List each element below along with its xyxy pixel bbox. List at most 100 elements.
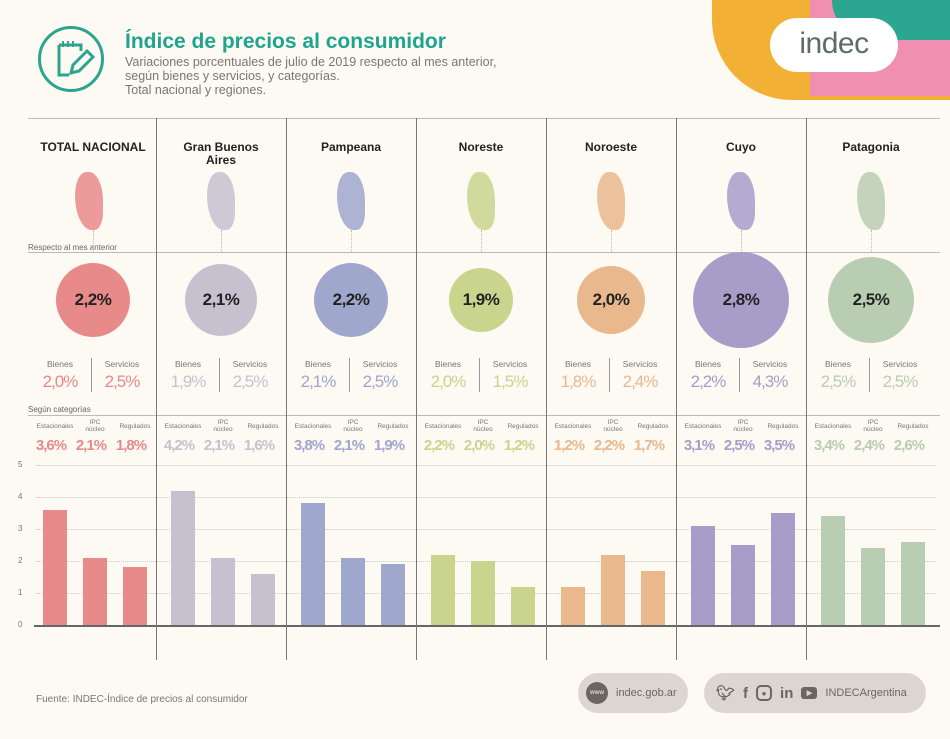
category-value: 2,1% xyxy=(333,437,365,454)
category-label: Estacionales xyxy=(684,423,722,430)
x-axis xyxy=(34,625,940,627)
category-value: 2,4% xyxy=(853,437,885,454)
twitter-icon[interactable]: 🐦︎ xyxy=(716,685,736,702)
bienes-label: Bienes xyxy=(47,359,73,369)
category-value: 3,5% xyxy=(763,437,795,454)
column-divider xyxy=(286,118,287,660)
gridline xyxy=(36,529,936,530)
region-map-icon xyxy=(75,172,103,230)
servicios-label: Servicios xyxy=(362,359,398,369)
servicios-value: 2,5% xyxy=(882,372,919,391)
region-name: Noreste xyxy=(458,140,504,154)
category-value: 2,2% xyxy=(423,437,455,454)
region-name: TOTAL NACIONAL xyxy=(40,140,146,154)
category-label: IPC núcleo xyxy=(213,419,233,433)
bienes-value: 2,0% xyxy=(42,372,79,391)
bar-ipc_nucleo xyxy=(601,554,625,625)
youtube-icon[interactable]: ▶ xyxy=(801,687,818,699)
bienes-servicios-divider xyxy=(609,358,610,392)
category-label: Regulados xyxy=(637,423,669,430)
category-label: Estacionales xyxy=(294,423,332,430)
total-circle: 1,9% xyxy=(449,268,513,332)
website-link[interactable]: www indec.gob.ar xyxy=(578,673,688,713)
bar-ipc_nucleo xyxy=(471,561,495,625)
bienes-label: Bienes xyxy=(825,359,851,369)
category-label: IPC núcleo xyxy=(603,419,623,433)
category-value: 1,8% xyxy=(115,437,147,454)
category-value: 1,7% xyxy=(633,437,665,454)
subtitle-line: Variaciones porcentuales de julio de 201… xyxy=(125,55,497,69)
servicios-label: Servicios xyxy=(882,359,918,369)
category-label: IPC núcleo xyxy=(473,419,493,433)
linkedin-icon[interactable]: in xyxy=(780,684,794,702)
page-title: Índice de precios al consumidor xyxy=(125,30,446,53)
connector xyxy=(871,230,872,252)
bar-estacionales xyxy=(171,490,195,625)
segun-categorias-label: Según categorías xyxy=(28,405,91,414)
connector xyxy=(351,230,352,252)
column-divider xyxy=(416,118,417,660)
bar-regulados xyxy=(381,564,405,625)
region-map-icon xyxy=(727,172,755,230)
bienes-value: 2,1% xyxy=(300,372,337,391)
bar-ipc_nucleo xyxy=(83,557,107,625)
category-label: Estacionales xyxy=(554,423,592,430)
category-value: 1,6% xyxy=(243,437,275,454)
instagram-icon[interactable]: ● xyxy=(756,685,773,701)
category-value: 1,2% xyxy=(553,437,585,454)
bienes-value: 2,5% xyxy=(820,372,857,391)
bienes-label: Bienes xyxy=(565,359,591,369)
servicios-label: Servicios xyxy=(232,359,268,369)
category-label: IPC núcleo xyxy=(85,419,105,433)
indec-logo: indec xyxy=(770,18,898,72)
servicios-value: 2,5% xyxy=(232,372,269,391)
y-tick-label: 1 xyxy=(18,588,23,597)
connector xyxy=(741,230,742,252)
region-map-icon xyxy=(337,172,365,230)
bar-estacionales xyxy=(691,525,715,625)
y-tick-label: 0 xyxy=(18,620,23,629)
total-circle: 2,2% xyxy=(56,263,130,337)
category-value: 4,2% xyxy=(163,437,195,454)
category-value: 2,1% xyxy=(203,437,235,454)
source-note: Fuente: INDEC-Índice de precios al consu… xyxy=(36,694,248,705)
y-tick-label: 3 xyxy=(18,524,23,533)
servicios-label: Servicios xyxy=(492,359,528,369)
bar-ipc_nucleo xyxy=(211,557,235,625)
category-label: Estacionales xyxy=(814,423,852,430)
servicios-label: Servicios xyxy=(752,359,788,369)
total-circle: 2,8% xyxy=(693,252,789,348)
bar-regulados xyxy=(123,567,147,625)
social-links[interactable]: 🐦︎ f ● in ▶ INDECArgentina xyxy=(704,673,926,713)
bar-ipc_nucleo xyxy=(861,548,885,625)
region-map-icon xyxy=(207,172,235,230)
connector xyxy=(93,230,94,252)
servicios-value: 2,5% xyxy=(362,372,399,391)
globe-icon: www xyxy=(586,682,608,704)
facebook-icon[interactable]: f xyxy=(743,684,749,702)
bar-estacionales xyxy=(431,554,455,625)
respecto-label: Respecto al mes anterior xyxy=(28,243,117,252)
category-value: 3,4% xyxy=(813,437,845,454)
servicios-value: 1,5% xyxy=(492,372,529,391)
servicios-value: 2,4% xyxy=(622,372,659,391)
bienes-servicios-divider xyxy=(869,358,870,392)
subtitle-line: según bienes y servicios, y categorías. xyxy=(125,69,340,83)
bienes-servicios-divider xyxy=(739,358,740,392)
bienes-label: Bienes xyxy=(175,359,201,369)
connector xyxy=(221,230,222,252)
category-label: Regulados xyxy=(767,423,799,430)
y-tick-label: 5 xyxy=(18,460,23,469)
category-label: IPC núcleo xyxy=(343,419,363,433)
bienes-value: 1,8% xyxy=(560,372,597,391)
region-map-icon xyxy=(467,172,495,230)
bar-ipc_nucleo xyxy=(731,545,755,625)
category-value: 2,2% xyxy=(593,437,625,454)
total-circle: 2,2% xyxy=(314,263,388,337)
servicios-label: Servicios xyxy=(622,359,658,369)
total-circle: 2,0% xyxy=(577,266,645,334)
bienes-servicios-divider xyxy=(349,358,350,392)
category-label: Regulados xyxy=(377,423,409,430)
bienes-value: 2,2% xyxy=(690,372,727,391)
bienes-label: Bienes xyxy=(435,359,461,369)
